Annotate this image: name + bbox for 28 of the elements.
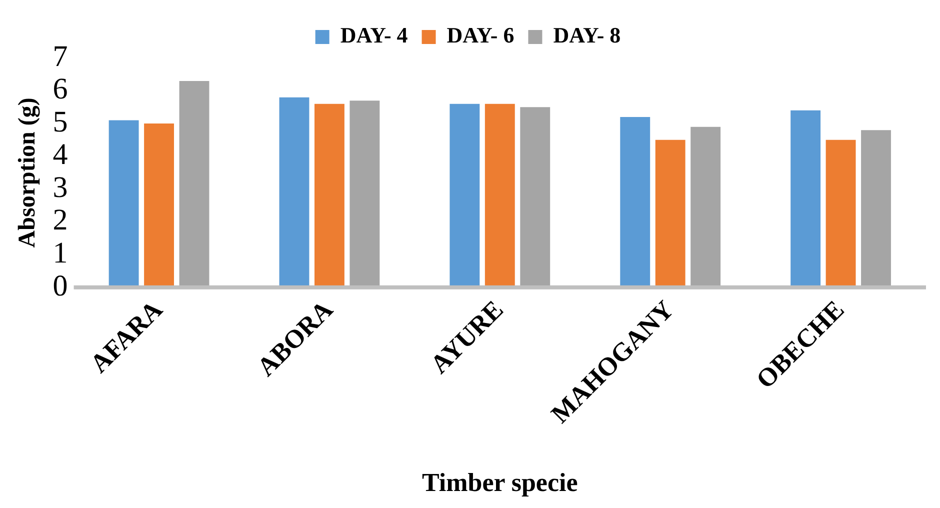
y-axis-title: Absorption (g) xyxy=(14,98,41,248)
y-tick-label: 4 xyxy=(52,138,68,172)
y-tick-label: 6 xyxy=(52,72,68,106)
bar xyxy=(144,124,174,288)
y-tick-label: 7 xyxy=(52,40,68,73)
bar xyxy=(690,126,721,288)
legend-label: DAY- 8 xyxy=(553,22,621,48)
bar xyxy=(484,104,515,288)
bar xyxy=(620,116,650,288)
y-tick-label: 1 xyxy=(52,236,68,270)
y-tick-label: 3 xyxy=(52,170,68,204)
x-axis-title: Timber specie xyxy=(422,468,578,498)
bar xyxy=(861,130,891,288)
legend-label: DAY- 4 xyxy=(340,22,408,48)
bar xyxy=(350,100,380,288)
bar xyxy=(450,104,480,288)
bar xyxy=(826,140,856,288)
bar xyxy=(179,80,210,288)
bar xyxy=(790,110,821,288)
y-tick-label: 5 xyxy=(52,105,68,138)
bar xyxy=(655,140,686,288)
y-tick-label: 2 xyxy=(52,204,68,237)
y-tick-label: 0 xyxy=(52,269,68,302)
bar xyxy=(279,97,310,288)
bar xyxy=(108,120,139,288)
bar xyxy=(314,104,344,288)
bar xyxy=(520,107,550,288)
legend-label: DAY- 6 xyxy=(446,22,514,48)
